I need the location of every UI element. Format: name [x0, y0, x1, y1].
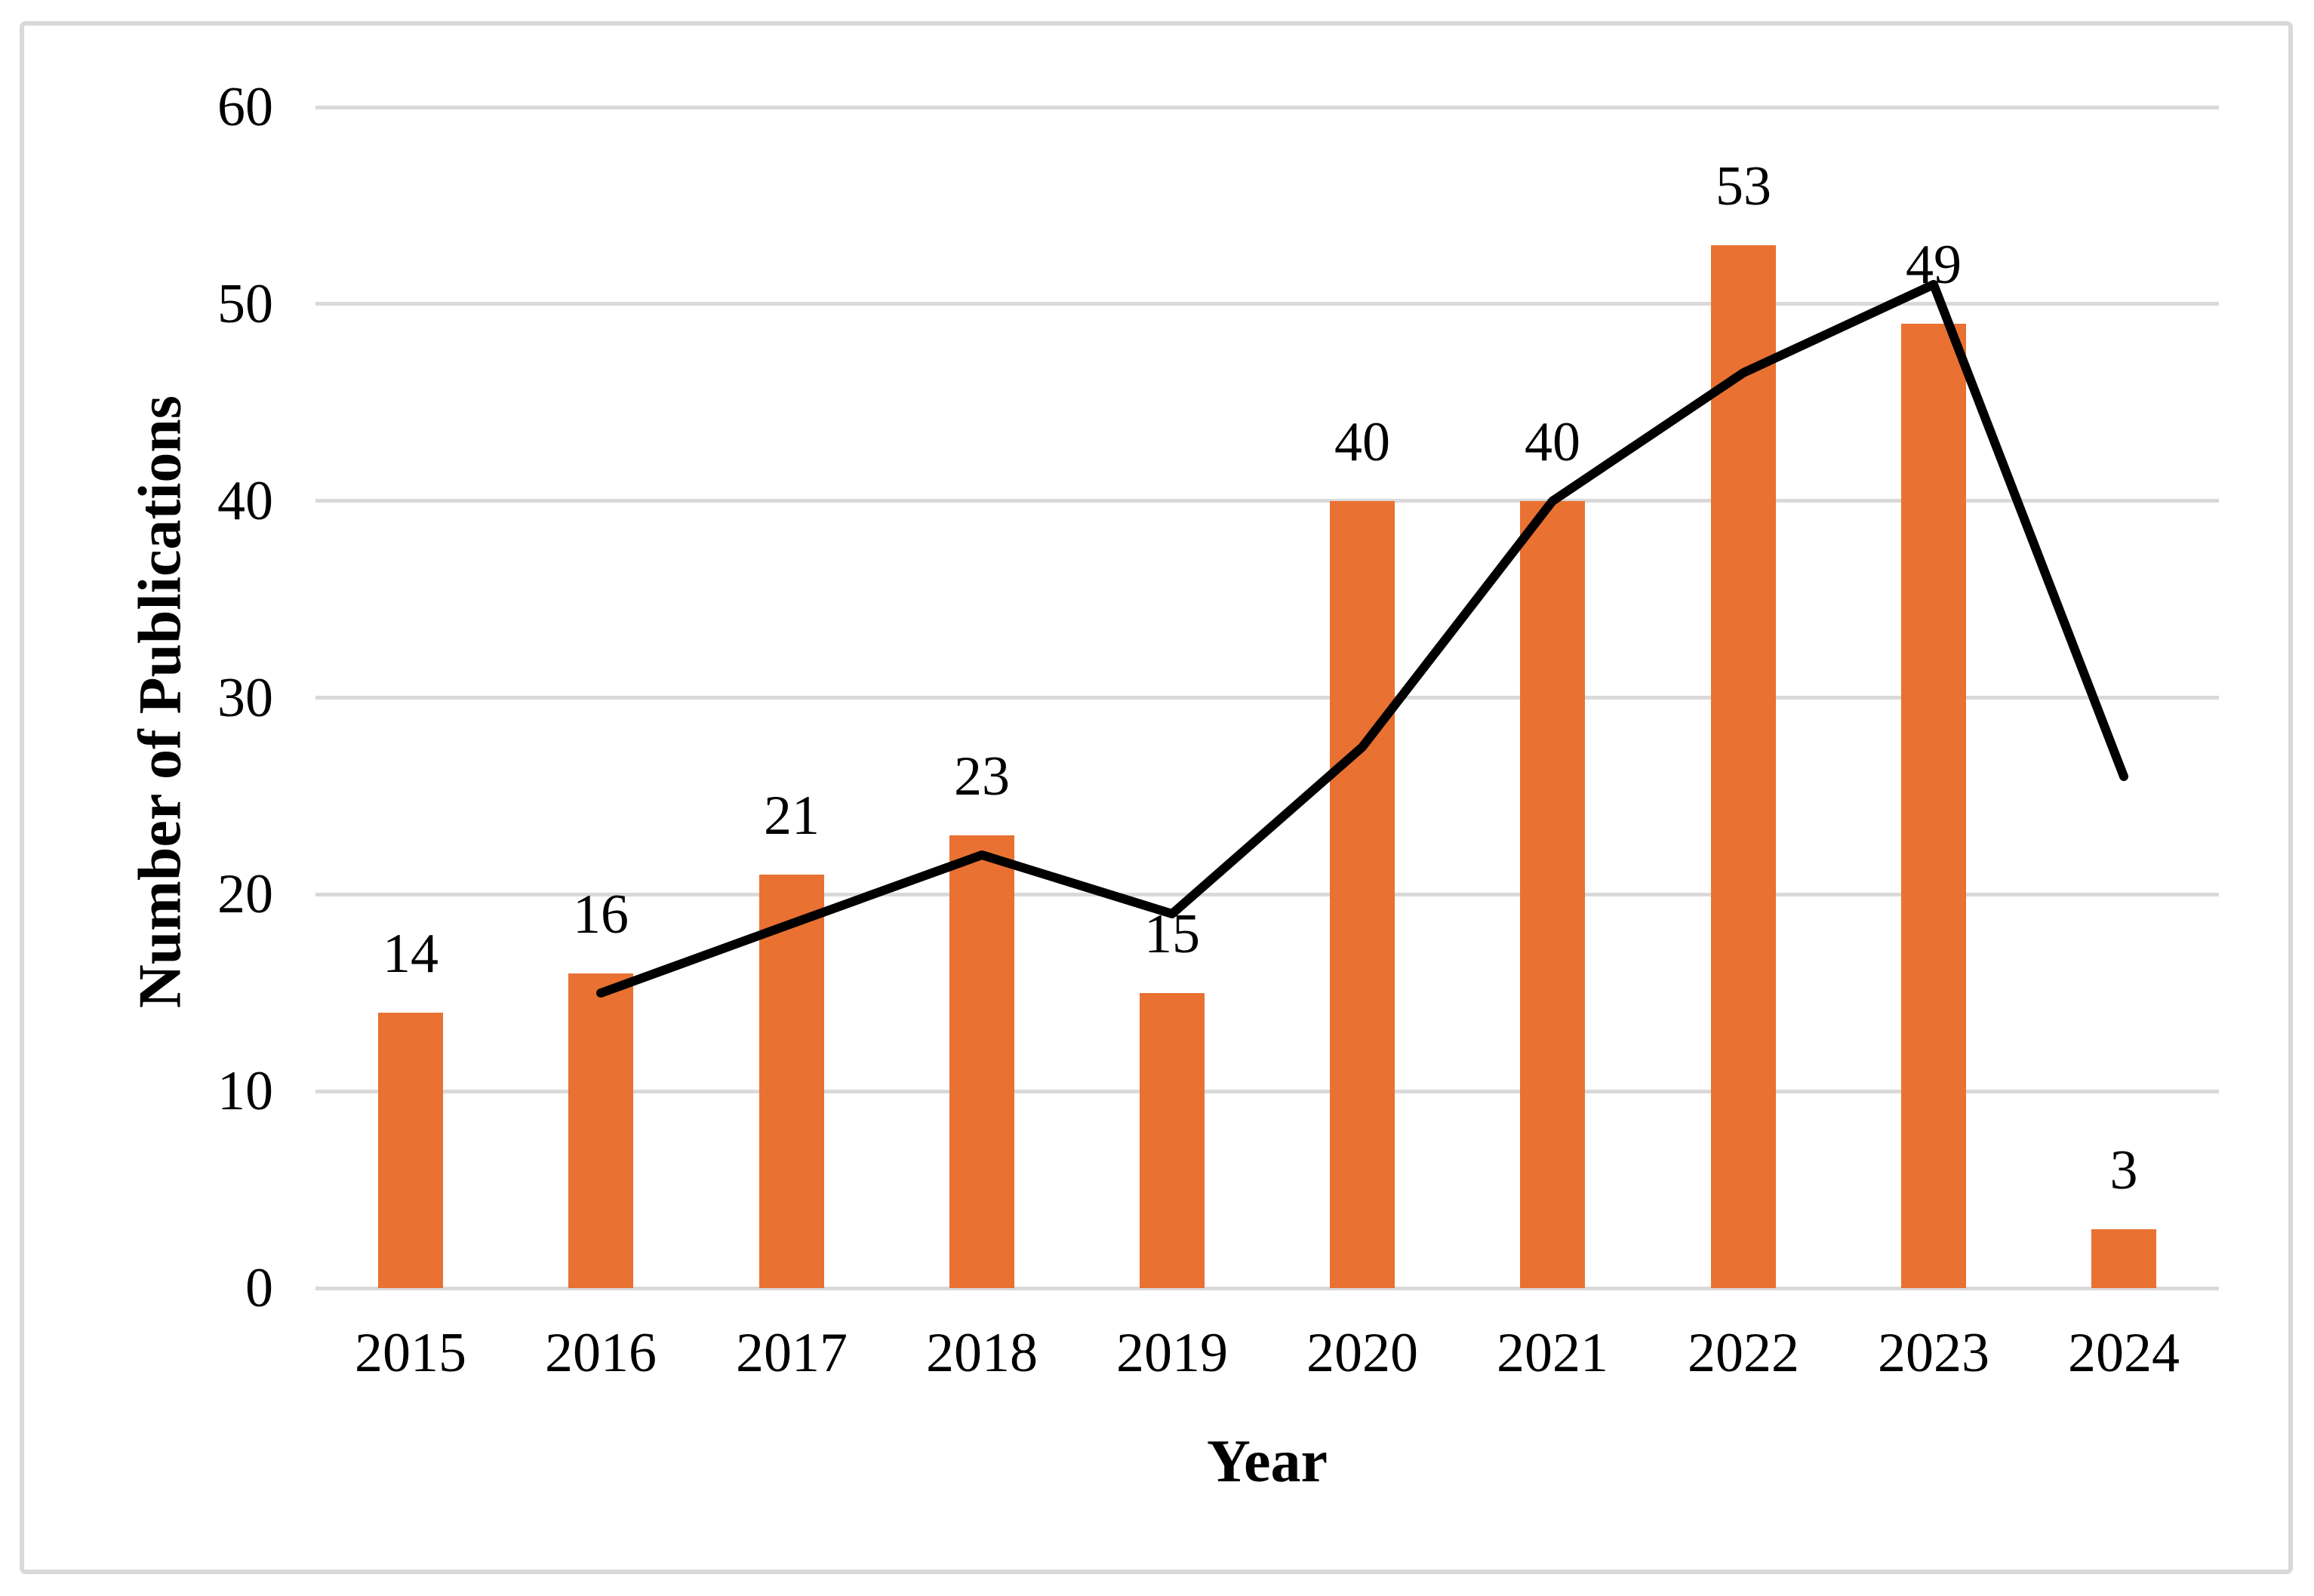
x-tick-label: 2015 — [355, 1322, 466, 1384]
bar-value-label: 15 — [1144, 903, 1200, 965]
bar-value-label: 53 — [1715, 155, 1771, 217]
bar-2020 — [1330, 501, 1395, 1288]
bar-2023 — [1901, 324, 1966, 1288]
bar-value-label: 16 — [573, 884, 629, 946]
bar-value-label: 40 — [1525, 411, 1580, 473]
bar-value-label: 49 — [1906, 234, 1962, 296]
gridline — [315, 1287, 2219, 1290]
x-axis-title: Year — [1207, 1428, 1328, 1495]
y-tick-label: 0 — [245, 1257, 273, 1319]
x-tick-label: 2019 — [1116, 1322, 1228, 1384]
bar-2021 — [1520, 501, 1585, 1288]
bar-2016 — [568, 973, 633, 1288]
y-tick-label: 30 — [217, 667, 273, 729]
bar-2017 — [759, 875, 824, 1288]
bar-2022 — [1711, 245, 1776, 1288]
x-tick-label: 2018 — [926, 1322, 1038, 1384]
x-tick-label: 2023 — [1878, 1322, 1989, 1384]
gridline — [315, 302, 2219, 306]
y-tick-label: 20 — [217, 863, 273, 925]
bar-value-label: 21 — [764, 785, 820, 847]
x-tick-label: 2016 — [545, 1322, 657, 1384]
gridline — [315, 1090, 2219, 1093]
x-tick-label: 2022 — [1688, 1322, 1799, 1384]
bar-value-label: 14 — [383, 923, 438, 985]
x-tick-label: 2024 — [2068, 1322, 2180, 1384]
gridline — [315, 106, 2219, 109]
bar-2019 — [1140, 993, 1205, 1288]
y-tick-label: 60 — [217, 76, 273, 138]
y-tick-label: 40 — [217, 470, 273, 532]
bar-2018 — [949, 835, 1014, 1288]
x-tick-label: 2020 — [1306, 1322, 1418, 1384]
bar-value-label: 23 — [954, 746, 1010, 807]
bar-value-label: 3 — [2109, 1139, 2138, 1201]
x-tick-label: 2021 — [1497, 1322, 1608, 1384]
y-tick-label: 10 — [217, 1060, 273, 1122]
y-tick-label: 50 — [217, 273, 273, 335]
y-axis-title: Number of Publications — [127, 395, 194, 1008]
bar-2024 — [2091, 1229, 2156, 1288]
x-tick-label: 2017 — [736, 1322, 848, 1384]
bar-value-label: 40 — [1334, 411, 1390, 473]
bar-2015 — [378, 1013, 443, 1288]
